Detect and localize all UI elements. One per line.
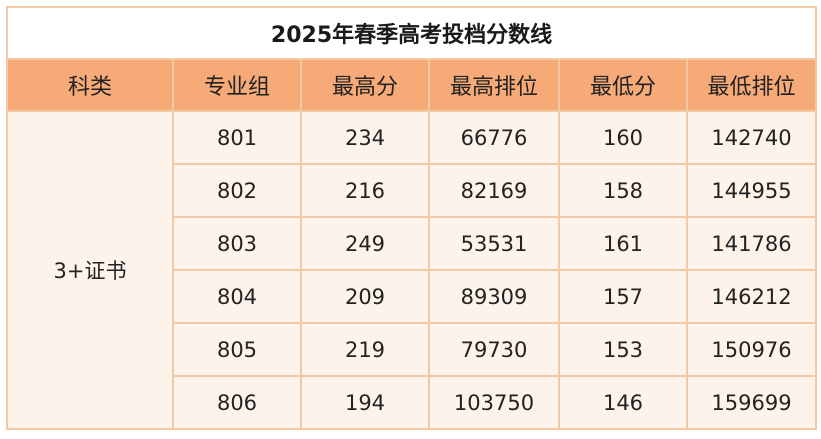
min-score-cell: 157 (558, 269, 688, 324)
header-max-rank: 最高排位 (428, 58, 560, 112)
min-rank-cell: 150976 (685, 322, 818, 377)
header-subject: 科类 (6, 58, 174, 112)
min-rank-cell: 159699 (685, 375, 818, 430)
max-score-cell: 234 (300, 110, 430, 165)
table-row: 804 209 89309 157 146212 (7, 269, 818, 324)
header-group: 专业组 (172, 58, 302, 112)
table-row: 805 219 79730 153 150976 (7, 322, 818, 377)
header-max-score: 最高分 (300, 58, 430, 112)
max-rank-cell: 89309 (428, 269, 560, 324)
min-score-cell: 161 (558, 216, 688, 271)
min-score-cell: 146 (558, 375, 688, 430)
admission-score-table: 2025年春季高考投档分数线 科类 专业组 最高分 最高排位 最低分 最低排位 … (5, 6, 818, 430)
max-rank-cell: 103750 (428, 375, 560, 430)
max-score-cell: 216 (300, 163, 430, 218)
table-row: 803 249 53531 161 141786 (7, 216, 818, 271)
group-cell: 802 (172, 163, 302, 218)
min-rank-cell: 142740 (685, 110, 818, 165)
min-score-cell: 158 (558, 163, 688, 218)
min-score-cell: 160 (558, 110, 688, 165)
max-rank-cell: 66776 (428, 110, 560, 165)
header-row: 科类 专业组 最高分 最高排位 最低分 最低排位 (6, 58, 818, 112)
group-cell: 804 (172, 269, 302, 324)
table-title: 2025年春季高考投档分数线 (5, 6, 818, 60)
group-cell: 805 (172, 322, 302, 377)
max-score-cell: 194 (300, 375, 430, 430)
min-rank-cell: 141786 (685, 216, 818, 271)
max-rank-cell: 82169 (428, 163, 560, 218)
max-score-cell: 219 (300, 322, 430, 377)
min-rank-cell: 146212 (685, 269, 818, 324)
group-cell: 806 (172, 375, 302, 430)
group-cell: 801 (172, 110, 302, 165)
table-row: 802 216 82169 158 144955 (7, 163, 818, 218)
score-table-container: 2025年春季高考投档分数线 科类 专业组 最高分 最高排位 最低分 最低排位 … (5, 6, 818, 434)
header-min-score: 最低分 (558, 58, 688, 112)
table-row: 806 194 103750 146 159699 (7, 375, 818, 430)
table-row: 3+证书 801 234 66776 160 142740 (6, 110, 818, 430)
max-rank-cell: 53531 (428, 216, 560, 271)
min-score-cell: 153 (558, 322, 688, 377)
min-rank-cell: 144955 (685, 163, 818, 218)
max-score-cell: 209 (300, 269, 430, 324)
subject-cell: 3+证书 (6, 110, 174, 430)
max-score-cell: 249 (300, 216, 430, 271)
group-cell: 803 (172, 216, 302, 271)
max-rank-cell: 79730 (428, 322, 560, 377)
header-min-rank: 最低排位 (685, 58, 818, 112)
